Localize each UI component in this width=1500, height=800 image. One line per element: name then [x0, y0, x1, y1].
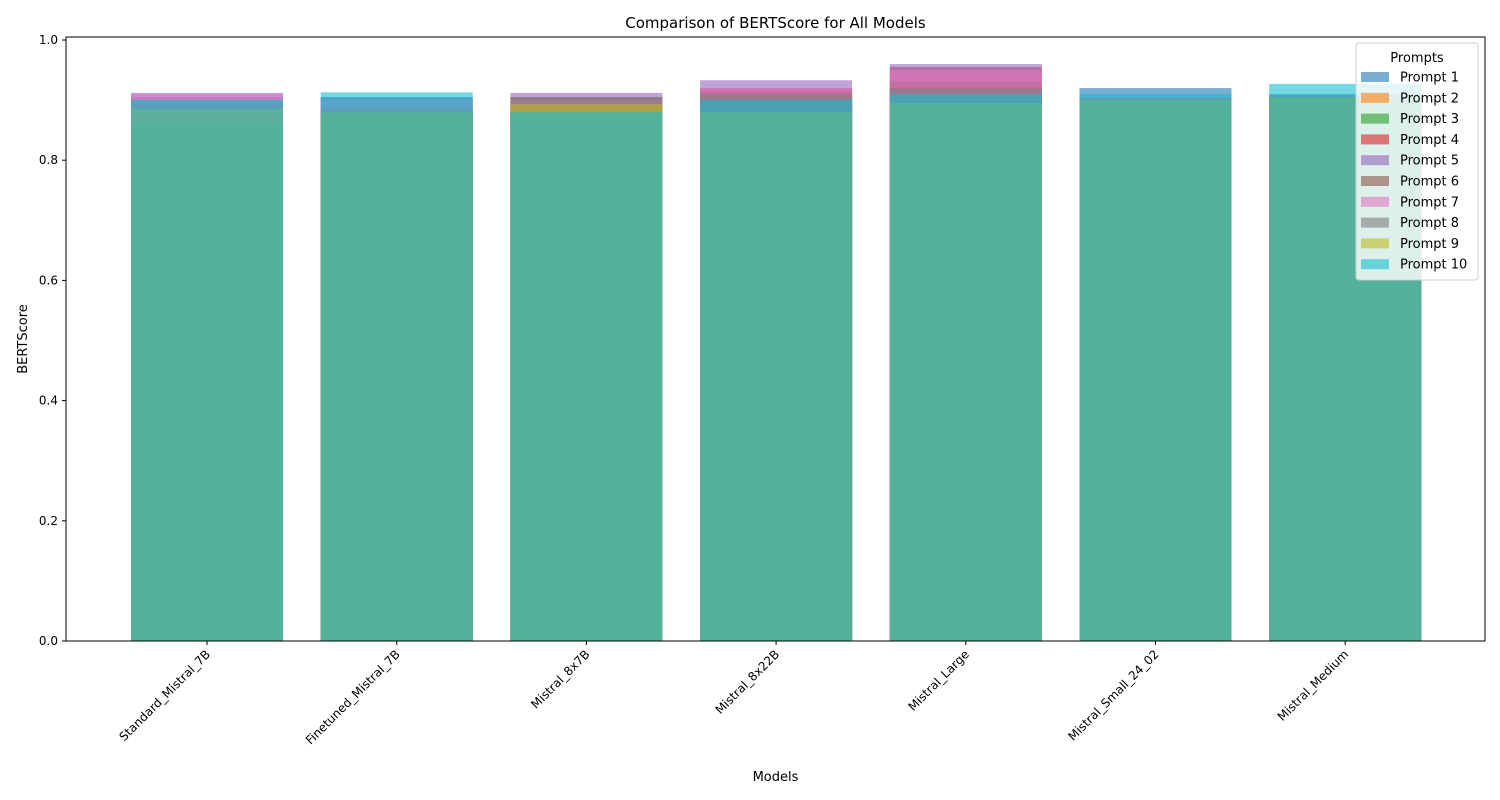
legend-label: Prompt 4 [1400, 133, 1459, 148]
legend-swatch [1361, 155, 1389, 166]
y-tick-label: 0.0 [39, 634, 58, 648]
x-axis-label: Models [753, 770, 799, 785]
bar-Mistral_Large-prompt-10 [889, 94, 1042, 642]
y-tick-label: 0.8 [39, 153, 58, 167]
bar-Mistral_8x7B-prompt-10 [510, 112, 663, 642]
bar-Standard_Mistral_7B-prompt-10 [131, 100, 283, 642]
x-tick-label: Mistral_Large [905, 647, 971, 713]
x-tick-label: Mistral_8x22B [713, 647, 783, 717]
legend-swatch [1361, 113, 1389, 124]
plot-frame [65, 36, 1486, 642]
legend-label: Prompt 7 [1400, 195, 1459, 210]
legend: Prompts Prompt 1 Prompt 2 Prompt 3 Prompt 4 P… [1355, 42, 1479, 281]
legend-label: Prompt 3 [1400, 112, 1459, 127]
y-tick-label: 0.6 [39, 273, 58, 287]
legend-label: Prompt 6 [1400, 175, 1459, 190]
x-tick-label: Finetuned_Mistral_7B [303, 647, 403, 747]
legend-swatch [1361, 259, 1389, 270]
bar-Finetuned_Mistral_7B-prompt-10 [320, 92, 473, 642]
x-tick-label: Mistral_Small_24_02 [1065, 647, 1161, 743]
x-axis: Standard_Mistral_7B Finetuned_Mistral_7B M… [116, 641, 1351, 747]
legend-swatch [1361, 196, 1389, 207]
legend-label: Prompt 1 [1400, 71, 1459, 86]
bar-Mistral_Small_24_02-prompt-10 [1079, 94, 1232, 642]
x-tick-label: Mistral_Medium [1275, 647, 1352, 724]
legend-swatch [1361, 238, 1389, 249]
legend-label: Prompt 2 [1400, 91, 1459, 106]
y-axis-label: BERTScore [16, 304, 31, 374]
y-tick-label: 0.4 [39, 394, 58, 408]
legend-label: Prompt 10 [1400, 258, 1467, 273]
legend-swatch [1361, 217, 1389, 228]
y-axis: 0.0 0.2 0.4 0.6 0.8 1.0 [39, 33, 66, 648]
legend-label: Prompt 9 [1400, 237, 1459, 252]
legend-swatch [1361, 134, 1389, 145]
chart-title: Comparison of BERTScore for All Models [625, 14, 926, 32]
bars-group [131, 64, 1422, 642]
legend-label: Prompt 8 [1400, 216, 1459, 231]
legend-title: Prompts [1390, 51, 1444, 66]
legend-swatch [1361, 72, 1389, 82]
legend-swatch [1361, 176, 1389, 186]
bar-Mistral_8x22B-prompt-10 [700, 100, 853, 642]
legend-swatch [1361, 92, 1389, 103]
y-tick-label: 0.2 [39, 514, 58, 528]
x-tick-label: Standard_Mistral_7B [116, 647, 213, 744]
y-tick-label: 1.0 [39, 33, 58, 47]
x-tick-label: Mistral_8x7B [528, 647, 592, 711]
legend-label: Prompt 5 [1400, 154, 1459, 169]
